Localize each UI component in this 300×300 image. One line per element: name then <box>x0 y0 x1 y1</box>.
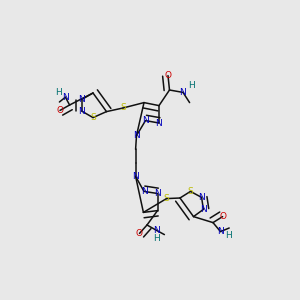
Text: N: N <box>154 189 161 198</box>
Text: N: N <box>200 205 207 214</box>
Text: H: H <box>188 81 195 90</box>
Text: N: N <box>78 106 85 116</box>
Text: N: N <box>78 95 85 104</box>
Text: S: S <box>164 194 169 203</box>
Text: O: O <box>136 229 143 238</box>
Text: O: O <box>56 106 64 115</box>
Text: N: N <box>142 116 149 125</box>
Text: H: H <box>225 231 232 240</box>
Text: N: N <box>180 88 186 97</box>
Text: S: S <box>188 187 194 196</box>
Text: O: O <box>164 71 172 80</box>
Text: O: O <box>219 212 226 221</box>
Text: N: N <box>217 227 224 236</box>
Text: S: S <box>90 113 96 122</box>
Text: N: N <box>132 172 139 181</box>
Text: H: H <box>153 234 159 243</box>
Text: N: N <box>198 193 205 202</box>
Text: H: H <box>56 88 62 97</box>
Text: N: N <box>141 187 147 196</box>
Text: N: N <box>62 93 69 102</box>
Text: N: N <box>133 131 140 140</box>
Text: N: N <box>153 226 160 235</box>
Text: S: S <box>120 103 126 112</box>
Text: N: N <box>156 118 162 127</box>
